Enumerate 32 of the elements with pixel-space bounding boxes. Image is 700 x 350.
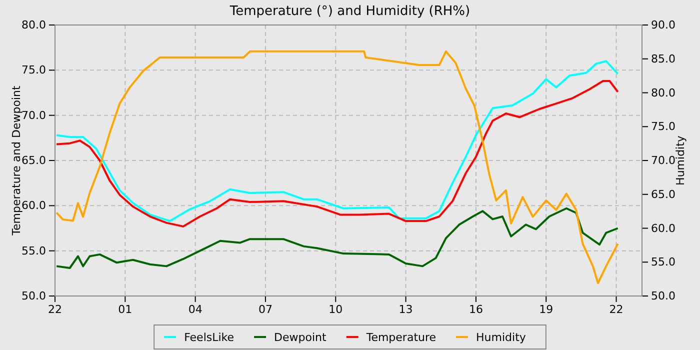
- y-tick-label: 75.0: [22, 64, 46, 77]
- y2-tick-label: 85.0: [651, 52, 676, 66]
- legend-label: Humidity: [476, 331, 526, 344]
- y2-tick-label: 80.0: [651, 86, 676, 100]
- y-tick-label: 70.0: [22, 108, 46, 122]
- y2-axis-title: Humidity: [674, 135, 687, 186]
- x-tick-label: 10: [328, 302, 343, 316]
- y-tick-label: 65.0: [22, 154, 46, 168]
- legend-label: FeelsLike: [184, 331, 234, 344]
- y2-tick-label: 50.0: [651, 290, 676, 303]
- y2-tick-label: 75.0: [651, 120, 676, 134]
- x-tick-label: 22: [48, 302, 62, 316]
- y2-tick-label: 55.0: [651, 256, 676, 269]
- x-tick-label: 04: [188, 302, 202, 316]
- y-axis-title: Temperature and Dewpoint: [10, 84, 23, 236]
- x-tick-label: 16: [468, 302, 483, 316]
- x-tick-label: 07: [258, 302, 272, 316]
- y-tick-label: 80.0: [22, 18, 46, 32]
- y2-tick-label: 60.0: [651, 222, 676, 235]
- y-tick-label: 50.0: [22, 290, 46, 303]
- x-tick-label: 13: [398, 302, 413, 316]
- y2-tick-label: 70.0: [651, 154, 676, 168]
- y-tick-label: 55.0: [22, 244, 46, 258]
- y-tick-label: 60.0: [22, 199, 46, 212]
- x-tick-label: 19: [539, 302, 554, 316]
- x-tick-label: 01: [118, 302, 132, 316]
- legend-label: Dewpoint: [274, 331, 328, 344]
- chart-title: Temperature (°) and Humidity (RH%): [228, 4, 470, 19]
- x-tick-label: 22: [609, 302, 624, 316]
- legend-label: Temperature: [365, 331, 436, 344]
- y2-tick-label: 90.0: [651, 18, 676, 32]
- y2-tick-label: 65.0: [651, 188, 676, 201]
